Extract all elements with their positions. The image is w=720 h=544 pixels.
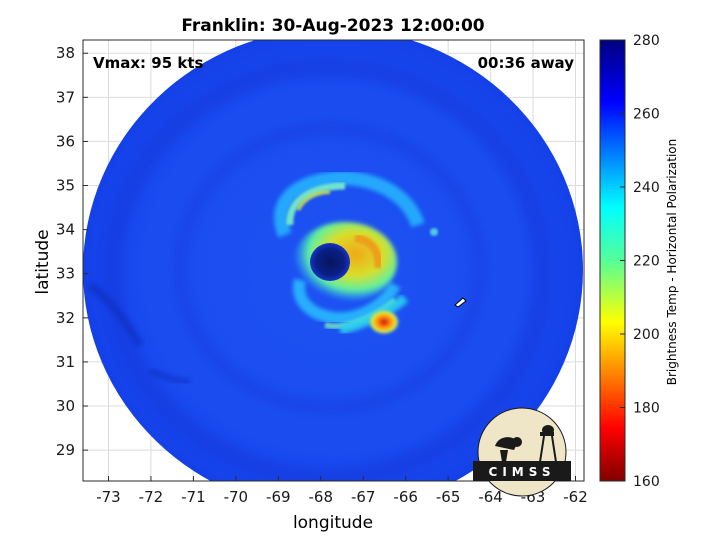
- y-tick-label: 38: [56, 44, 75, 62]
- plot-area-frame: [82, 39, 585, 482]
- colorbar-tick-label: 180: [633, 401, 660, 417]
- x-tick-label: -73: [96, 488, 121, 506]
- y-axis-ticks: 29 30 31 32 33 34 35 36 37 38: [56, 44, 88, 459]
- y-tick-label: 37: [56, 88, 75, 106]
- time-away-annotation: 00:36 away: [478, 54, 575, 72]
- y-tick-label: 29: [56, 441, 75, 459]
- x-tick-label: -71: [181, 488, 206, 506]
- colorbar-label: Brightness Temp - Horizontal Polarizatio…: [665, 139, 679, 386]
- x-tick-label: -62: [563, 488, 588, 506]
- y-tick-label: 35: [56, 177, 75, 195]
- x-axis-ticks: -73 -72 -71 -70 -69 -68 -67 -66 -65 -64 -63 -62: [96, 476, 588, 506]
- vmax-annotation: Vmax: 95 kts: [93, 54, 203, 72]
- colorbar-tick-label: 220: [633, 254, 660, 270]
- colorbar-tick-label: 260: [633, 107, 660, 123]
- y-tick-label: 31: [56, 353, 75, 371]
- colorbar-tick-label: 280: [633, 33, 660, 49]
- cimss-logo-text: CIMSS: [489, 465, 556, 479]
- x-tick-label: -72: [139, 488, 164, 506]
- y-tick-label: 30: [56, 397, 75, 415]
- x-tick-label: -66: [393, 488, 418, 506]
- y-tick-label: 36: [56, 132, 75, 150]
- x-tick-label: -69: [266, 488, 291, 506]
- colorbar-ticks: 160 180 200 220 240 260 280: [620, 33, 660, 490]
- y-tick-label: 33: [56, 265, 75, 283]
- cimss-logo: CIMSS: [473, 407, 571, 497]
- colorbar-tick-label: 240: [633, 180, 660, 196]
- microwave-swath-image: [83, 40, 583, 481]
- x-tick-label: -67: [351, 488, 376, 506]
- x-tick-label: -64: [478, 488, 503, 506]
- y-tick-label: 32: [56, 309, 75, 327]
- x-tick-label: -70: [224, 488, 249, 506]
- y-axis-label: latitude: [33, 229, 53, 294]
- colorbar-tick-label: 160: [633, 474, 660, 490]
- y-tick-label: 34: [56, 221, 75, 239]
- x-tick-label: -65: [436, 488, 461, 506]
- colorbar-tick-label: 200: [633, 327, 660, 343]
- x-tick-label: -68: [309, 488, 334, 506]
- chart-title: Franklin: 30-Aug-2023 12:00:00: [181, 16, 484, 36]
- x-axis-label: longitude: [293, 513, 373, 533]
